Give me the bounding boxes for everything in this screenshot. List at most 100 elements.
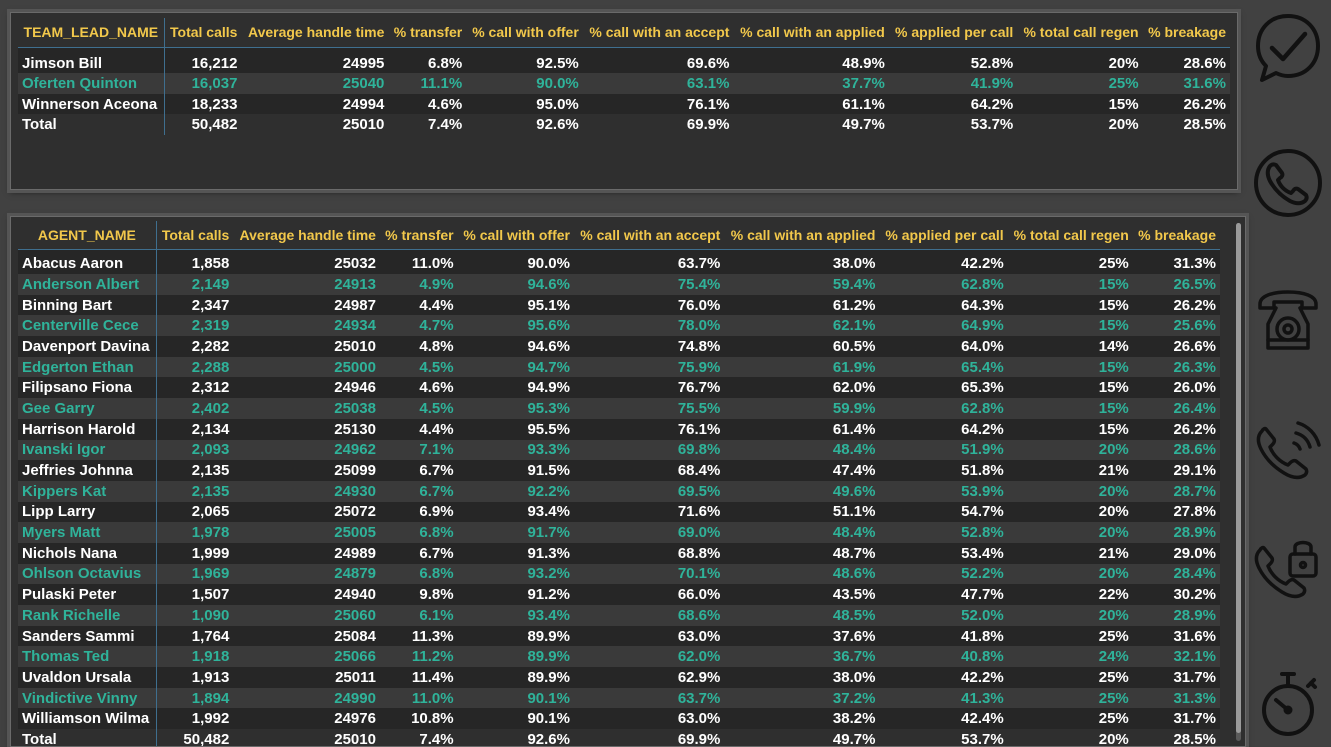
team-lead-column-header[interactable]: % call with an applied <box>733 18 889 48</box>
table-cell: 53.9% <box>879 480 1008 502</box>
agent-name-cell: Gee Garry <box>18 398 157 419</box>
table-cell: 31.6% <box>1142 73 1230 94</box>
table-cell: 6.9% <box>379 501 458 523</box>
table-cell: 25% <box>1007 249 1133 274</box>
table-row[interactable]: Williamson Wilma 1,992 24976 10.8% 90.1% 63.0… <box>18 708 1220 730</box>
agent-table-scrollbar[interactable] <box>1236 223 1241 741</box>
table-cell: 93.4% <box>457 605 574 626</box>
table-cell: 64.3% <box>879 294 1008 316</box>
table-row[interactable]: Sanders Sammi 1,764 25084 11.3% 89.9% 63.0% 37… <box>18 625 1220 647</box>
table-row[interactable]: Binning Bart 2,347 24987 4.4% 95.1% 76.0% 61.2… <box>18 294 1220 316</box>
table-cell: 20% <box>1007 563 1133 585</box>
phone-ringing-icon[interactable] <box>1252 413 1324 485</box>
table-cell: 75.5% <box>573 398 725 419</box>
team-lead-header-row: TEAM_LEAD_NAME Total calls Average handle … <box>18 18 1230 48</box>
table-cell: 2,135 <box>156 460 234 481</box>
total-cell: 50,482 <box>156 729 234 746</box>
table-row[interactable]: Vindictive Vinny 1,894 24990 11.0% 90.1% 63.7… <box>18 687 1220 709</box>
table-cell: 15% <box>1007 418 1133 440</box>
agent-column-header[interactable]: % total call regen <box>1007 221 1133 250</box>
team-lead-column-header[interactable]: Total calls <box>164 18 242 48</box>
table-cell: 15% <box>1007 274 1133 295</box>
team-lead-column-header[interactable]: % applied per call <box>888 18 1018 48</box>
agent-column-header[interactable]: Average handle time <box>233 221 380 250</box>
table-row[interactable]: Gee Garry 2,402 25038 4.5% 95.3% 75.5% 59.9% 62… <box>18 398 1220 419</box>
table-cell: 2,319 <box>156 315 234 337</box>
table-cell: 93.3% <box>457 439 574 461</box>
team-lead-column-header[interactable]: % call with offer <box>466 18 583 48</box>
table-cell: 41.3% <box>879 687 1008 709</box>
total-cell: 28.5% <box>1132 729 1220 746</box>
phone-icon[interactable] <box>1252 147 1324 219</box>
table-cell: 20% <box>1007 439 1133 461</box>
table-row[interactable]: Harrison Harold 2,134 25130 4.4% 95.5% 76.1% 6… <box>18 418 1220 440</box>
table-row[interactable]: Nichols Nana 1,999 24989 6.7% 91.3% 68.8% 48.7… <box>18 542 1220 564</box>
agent-column-header[interactable]: Total calls <box>156 221 234 250</box>
table-cell: 4.4% <box>379 294 458 316</box>
rotary-phone-icon[interactable] <box>1252 284 1324 356</box>
table-row[interactable]: Jeffries Johnna 2,135 25099 6.7% 91.5% 68.4% 4… <box>18 460 1220 481</box>
team-lead-column-header[interactable]: % breakage <box>1142 18 1230 48</box>
table-cell: 78.0% <box>573 315 725 337</box>
table-cell: 69.8% <box>573 439 725 461</box>
agent-name-cell: Ohlson Octavius <box>18 563 157 585</box>
stopwatch-icon[interactable] <box>1252 668 1324 740</box>
team-lead-table: TEAM_LEAD_NAME Total calls Average handle … <box>18 18 1230 136</box>
table-row[interactable]: Winnerson Aceona 18,233 24994 4.6% 95.0% 76.1… <box>18 93 1230 115</box>
table-cell: 48.7% <box>724 542 880 564</box>
table-cell: 54.7% <box>879 501 1008 523</box>
team-lead-column-header[interactable]: % call with an accept <box>582 18 734 48</box>
table-row[interactable]: Lipp Larry 2,065 25072 6.9% 93.4% 71.6% 51.1% 5… <box>18 501 1220 523</box>
agent-table-body: Abacus Aaron 1,858 25032 11.0% 90.0% 63.7% 38.… <box>18 249 1220 746</box>
table-cell: 95.0% <box>466 93 583 115</box>
table-cell: 94.6% <box>457 274 574 295</box>
phone-lock-icon[interactable] <box>1252 534 1324 606</box>
team-lead-column-header[interactable]: Average handle time <box>241 18 389 48</box>
table-row[interactable]: Ohlson Octavius 1,969 24879 6.8% 93.2% 70.1% 4… <box>18 563 1220 585</box>
table-row[interactable]: Thomas Ted 1,918 25066 11.2% 89.9% 62.0% 36.7%… <box>18 646 1220 668</box>
agent-column-header[interactable]: % applied per call <box>879 221 1008 250</box>
table-cell: 42.4% <box>879 708 1008 730</box>
table-cell: 69.5% <box>573 480 725 502</box>
agent-column-header[interactable]: AGENT_NAME <box>18 221 157 250</box>
total-cell: 50,482 <box>164 114 242 136</box>
table-row[interactable]: Ivanski Igor 2,093 24962 7.1% 93.3% 69.8% 48.4… <box>18 439 1220 461</box>
table-row[interactable]: Uvaldon Ursala 1,913 25011 11.4% 89.9% 62.9% 3… <box>18 667 1220 688</box>
table-cell: 24913 <box>233 274 380 295</box>
table-cell: 15% <box>1007 294 1133 316</box>
table-cell: 1,858 <box>156 249 234 274</box>
table-cell: 21% <box>1007 460 1133 481</box>
table-row[interactable]: Kippers Kat 2,135 24930 6.7% 92.2% 69.5% 49.6%… <box>18 480 1220 502</box>
agent-name-cell: Davenport Davina <box>18 336 157 357</box>
agent-column-header[interactable]: % breakage <box>1132 221 1220 250</box>
scrollbar-thumb[interactable] <box>1236 223 1241 733</box>
total-label: Total <box>18 114 165 136</box>
team-lead-column-header[interactable]: % total call regen <box>1017 18 1143 48</box>
table-cell: 11.1% <box>388 73 467 94</box>
table-row[interactable]: Jimson Bill 16,212 24995 6.8% 92.5% 69.6% 48.9… <box>18 47 1230 73</box>
table-row[interactable]: Pulaski Peter 1,507 24940 9.8% 91.2% 66.0% 43.… <box>18 584 1220 605</box>
table-row[interactable]: Filipsano Fiona 2,312 24946 4.6% 94.9% 76.7% 6… <box>18 377 1220 399</box>
table-row[interactable]: Davenport Davina 2,282 25010 4.8% 94.6% 74.8%… <box>18 336 1220 357</box>
table-cell: 64.2% <box>888 93 1018 115</box>
agent-column-header[interactable]: % call with an accept <box>573 221 725 250</box>
agent-column-header[interactable]: % call with offer <box>457 221 574 250</box>
table-row[interactable]: Oferten Quinton 16,037 25040 11.1% 90.0% 63.1… <box>18 73 1230 94</box>
agent-name-cell: Thomas Ted <box>18 646 157 668</box>
agent-column-header[interactable]: % transfer <box>379 221 458 250</box>
table-row[interactable]: Rank Richelle 1,090 25060 6.1% 93.4% 68.6% 48.… <box>18 605 1220 626</box>
table-cell: 36.7% <box>724 646 880 668</box>
table-row[interactable]: Myers Matt 1,978 25005 6.8% 91.7% 69.0% 48.4% 5… <box>18 522 1220 543</box>
team-lead-column-header[interactable]: % transfer <box>388 18 467 48</box>
table-cell: 20% <box>1017 47 1143 73</box>
team-lead-column-header[interactable]: TEAM_LEAD_NAME <box>18 18 165 48</box>
table-row[interactable]: Abacus Aaron 1,858 25032 11.0% 90.0% 63.7% 38.… <box>18 249 1220 274</box>
table-row[interactable]: Anderson Albert 2,149 24913 4.9% 94.6% 75.4% 5… <box>18 274 1220 295</box>
agent-column-header[interactable]: % call with an applied <box>724 221 880 250</box>
table-cell: 68.6% <box>573 605 725 626</box>
table-row[interactable]: Edgerton Ethan 2,288 25000 4.5% 94.7% 75.9% 61… <box>18 356 1220 378</box>
total-cell: 92.6% <box>457 729 574 746</box>
table-cell: 24934 <box>233 315 380 337</box>
chat-check-icon[interactable] <box>1252 12 1324 84</box>
table-row[interactable]: Centerville Cece 2,319 24934 4.7% 95.6% 78.0%… <box>18 315 1220 337</box>
